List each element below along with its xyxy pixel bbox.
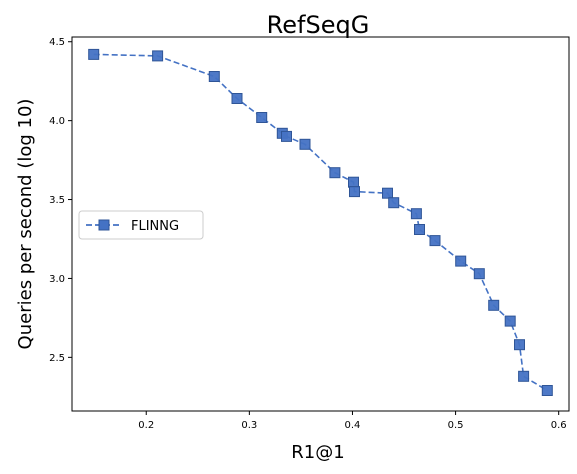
y-axis: 2.5 3.0 3.5 4.0 4.5 bbox=[49, 37, 72, 364]
y-tick-label: 2.5 bbox=[49, 353, 65, 364]
series-layer bbox=[88, 48, 553, 396]
y-tick-label: 4.0 bbox=[49, 116, 65, 127]
x-axis: 0.2 0.3 0.4 0.5 0.6 bbox=[138, 411, 567, 431]
data-point bbox=[514, 339, 525, 351]
data-point bbox=[473, 268, 485, 280]
data-point bbox=[382, 187, 393, 199]
data-point bbox=[504, 315, 516, 327]
data-point bbox=[299, 138, 311, 150]
legend-box bbox=[78, 210, 204, 240]
data-point bbox=[349, 186, 360, 198]
data-point bbox=[329, 167, 341, 179]
data-point bbox=[231, 93, 243, 104]
data-point bbox=[518, 370, 530, 382]
data-point bbox=[152, 50, 164, 62]
data-point bbox=[348, 176, 359, 188]
chart-title: RefSeqG bbox=[267, 11, 370, 39]
legend: FLINNG bbox=[78, 210, 204, 240]
data-point bbox=[208, 71, 220, 82]
x-tick-label: 0.3 bbox=[241, 420, 257, 431]
data-point bbox=[388, 197, 400, 209]
x-tick-label: 0.4 bbox=[345, 420, 361, 431]
data-point bbox=[455, 255, 467, 267]
x-tick-label: 0.6 bbox=[551, 420, 567, 431]
data-point bbox=[488, 299, 500, 311]
data-point bbox=[541, 385, 553, 396]
data-point bbox=[410, 208, 422, 220]
y-axis-label: Queries per second (log 10) bbox=[15, 99, 36, 350]
plot-frame bbox=[71, 36, 570, 412]
legend-label: FLINNG bbox=[131, 219, 179, 234]
x-axis-label: R1@1 bbox=[291, 442, 344, 463]
y-tick-label: 3.0 bbox=[49, 274, 65, 285]
x-tick-label: 0.5 bbox=[448, 420, 464, 431]
data-point bbox=[414, 224, 425, 235]
data-point bbox=[88, 48, 100, 60]
data-point bbox=[429, 235, 441, 247]
y-tick-label: 4.5 bbox=[49, 37, 65, 48]
data-point bbox=[256, 112, 268, 123]
y-tick-label: 3.5 bbox=[49, 195, 65, 206]
x-tick-label: 0.2 bbox=[138, 420, 154, 431]
data-point bbox=[281, 130, 292, 142]
legend-marker bbox=[98, 219, 110, 231]
